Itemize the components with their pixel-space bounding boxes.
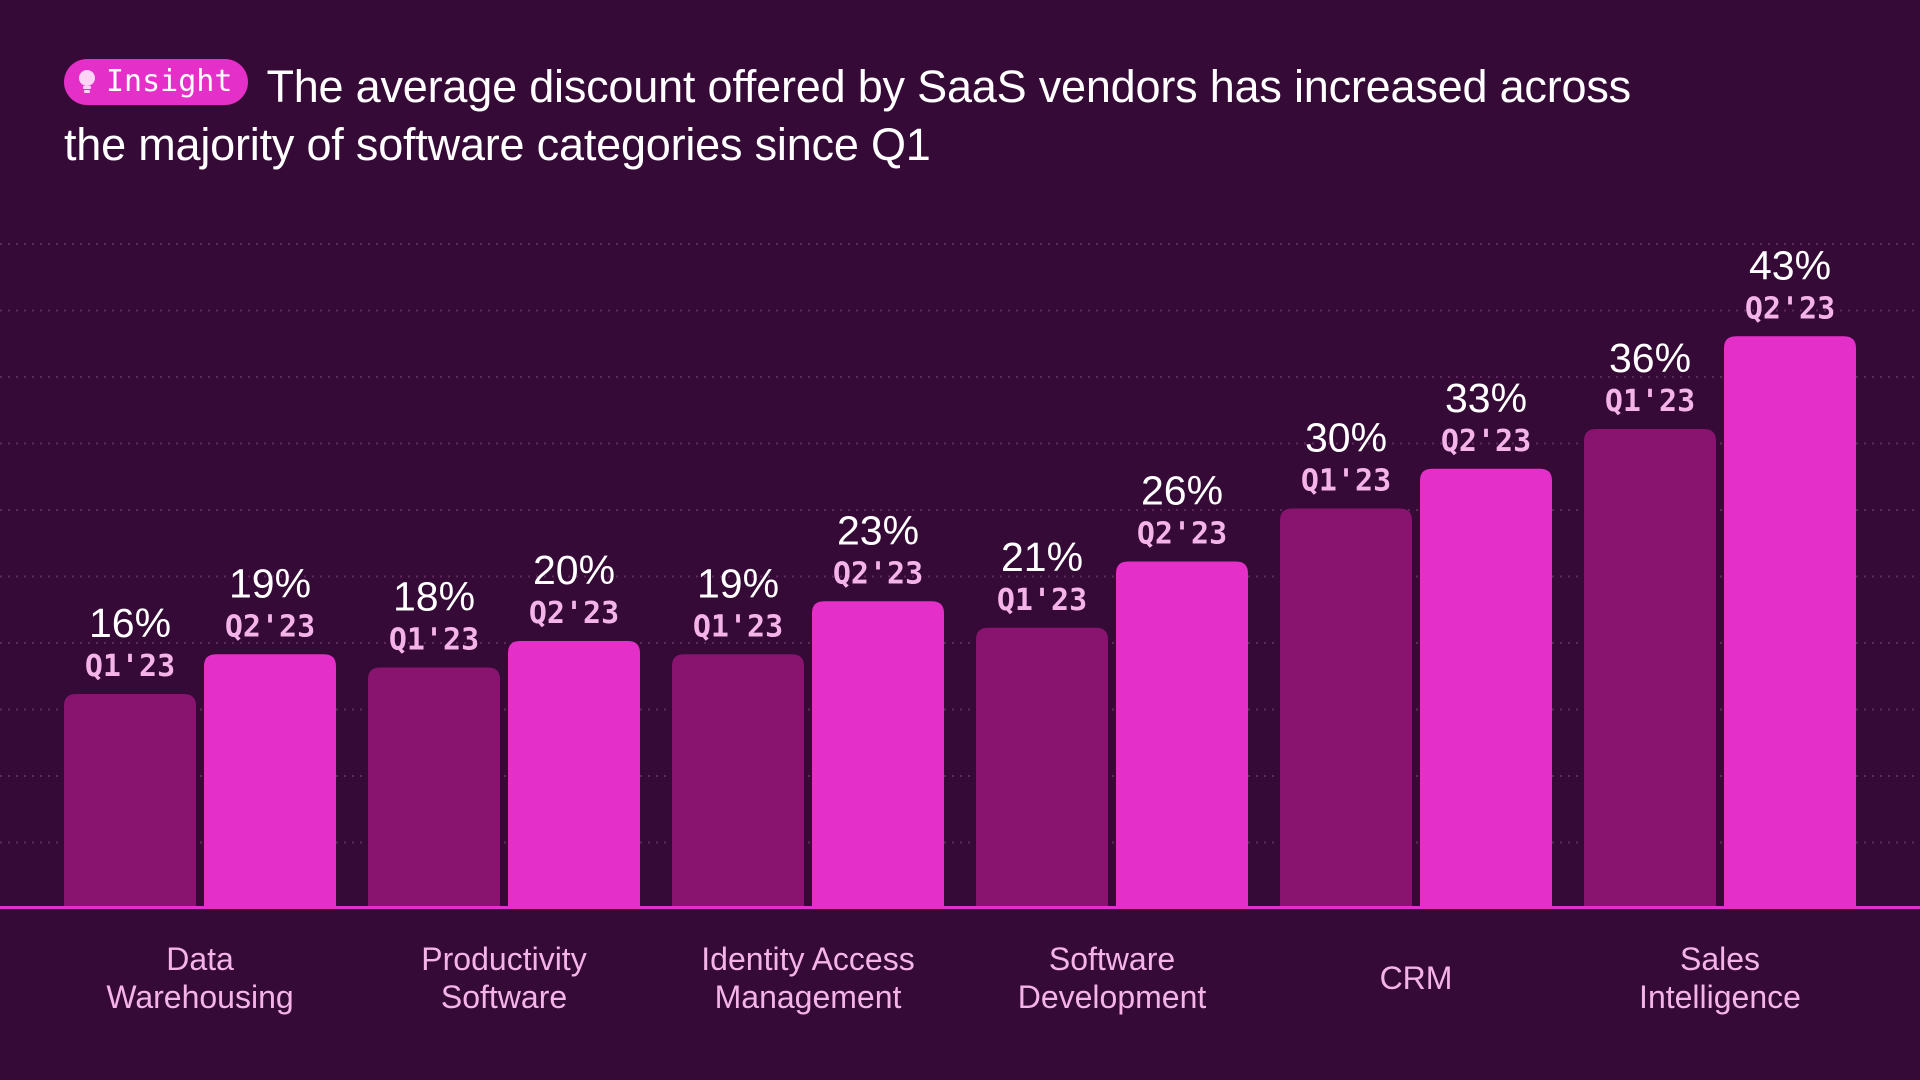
series-label: Q1'23	[693, 609, 783, 644]
category-label-line: Sales	[1680, 941, 1760, 977]
q1-bar	[64, 694, 196, 906]
series-label: Q2'23	[225, 609, 315, 644]
category-label-line: Productivity	[421, 941, 586, 977]
category-label-line: Data	[166, 941, 234, 977]
category-label: Data Warehousing	[106, 941, 293, 1015]
value-label: 26%	[1141, 468, 1223, 514]
category-label: Identity Access Management	[701, 941, 914, 1015]
q2-bar	[1116, 561, 1248, 906]
category-label-line: Warehousing	[106, 979, 293, 1015]
q2-bar	[1420, 468, 1552, 906]
q1-bar	[1584, 429, 1716, 906]
value-label: 43%	[1749, 242, 1831, 288]
category-label-line: Development	[1018, 979, 1207, 1015]
value-label: 19%	[229, 560, 311, 606]
q2-bar	[812, 601, 944, 906]
category-label-line: Software	[441, 979, 567, 1015]
category-label: Software Development	[1018, 941, 1207, 1015]
category-label-line: Software	[1049, 941, 1175, 977]
category-label: CRM	[1380, 960, 1453, 996]
insight-badge-label: Insight	[106, 64, 233, 99]
chart-header: Insight The average discount offered by …	[64, 58, 1704, 174]
lightbulb-icon	[79, 70, 95, 93]
category-label-line: Identity Access	[701, 941, 914, 977]
series-label: Q2'23	[1745, 291, 1835, 326]
chart-title: The average discount offered by SaaS ven…	[64, 61, 1631, 170]
category-label-line: Management	[715, 979, 902, 1015]
series-label: Q1'23	[85, 649, 175, 684]
series-label: Q2'23	[529, 596, 619, 631]
q2-bar	[1724, 336, 1856, 906]
insight-badge: Insight	[64, 59, 249, 105]
value-label: 19%	[697, 560, 779, 606]
q2-bar	[508, 641, 640, 906]
series-label: Q2'23	[1441, 424, 1531, 459]
q1-bar	[672, 654, 804, 906]
value-label: 33%	[1445, 375, 1527, 421]
category-label: Productivity Software	[421, 941, 586, 1015]
q1-bar	[976, 627, 1108, 906]
value-label: 36%	[1609, 335, 1691, 381]
series-label: Q1'23	[1301, 464, 1391, 499]
q2-bar	[204, 654, 336, 906]
series-label: Q1'23	[389, 623, 479, 658]
category-label: Sales Intelligence	[1639, 941, 1801, 1015]
value-label: 16%	[89, 600, 171, 646]
series-label: Q2'23	[833, 556, 923, 591]
series-label: Q1'23	[1605, 384, 1695, 419]
q1-bar	[1280, 508, 1412, 906]
q1-bar	[368, 667, 500, 906]
value-label: 30%	[1305, 415, 1387, 461]
category-label-line: CRM	[1380, 960, 1453, 996]
series-label: Q2'23	[1137, 517, 1227, 552]
series-label: Q1'23	[997, 583, 1087, 618]
value-label: 20%	[533, 547, 615, 593]
value-label: 18%	[393, 574, 475, 620]
category-label-line: Intelligence	[1639, 979, 1801, 1015]
value-label: 23%	[837, 507, 919, 553]
value-label: 21%	[1001, 534, 1083, 580]
